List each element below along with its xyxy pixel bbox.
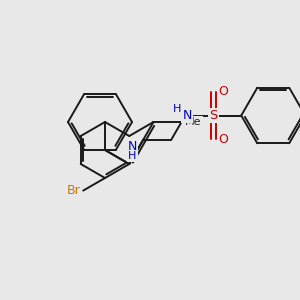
Text: S: S [209,109,218,122]
Text: O: O [218,133,228,146]
Text: Me: Me [185,117,202,127]
Text: N: N [128,140,137,152]
Text: H: H [128,151,136,161]
Text: Br: Br [66,184,80,197]
Text: H: H [173,103,182,113]
Text: O: O [218,85,228,98]
Text: N: N [183,109,192,122]
